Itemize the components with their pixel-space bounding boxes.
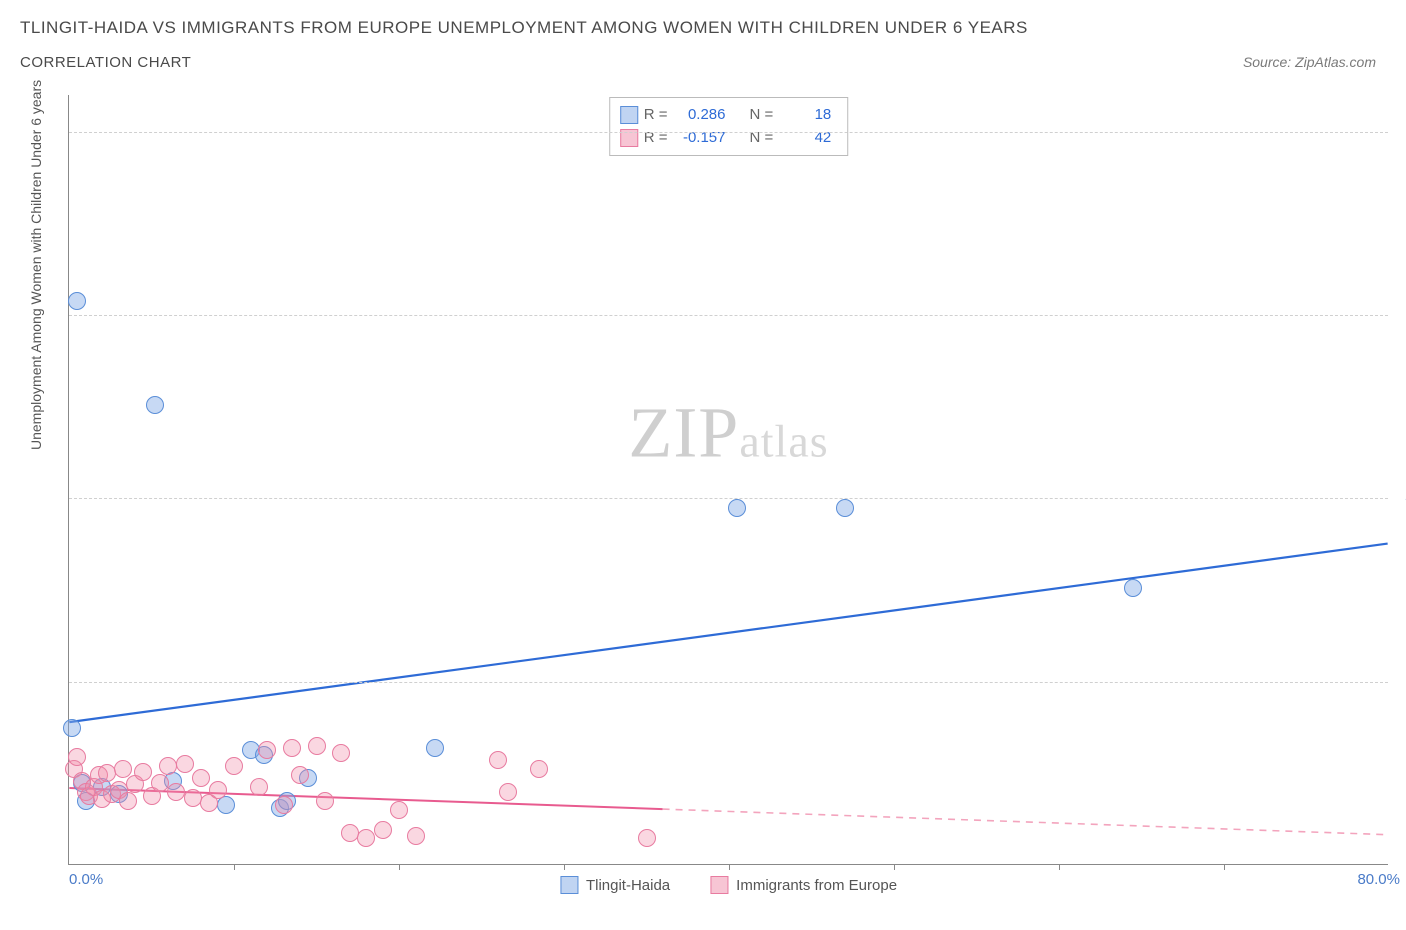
legend-swatch xyxy=(560,876,578,894)
data-point xyxy=(134,763,152,781)
r-label: R = xyxy=(644,127,668,150)
n-label: N = xyxy=(750,127,774,150)
x-tick xyxy=(564,864,565,870)
x-tick-label-max: 80.0% xyxy=(1357,871,1400,888)
x-tick-label-min: 0.0% xyxy=(69,871,103,888)
correlation-row: R = -0.157 N =42 xyxy=(620,127,832,150)
data-point xyxy=(98,764,116,782)
data-point xyxy=(192,769,210,787)
data-point xyxy=(225,757,243,775)
x-tick xyxy=(1059,864,1060,870)
data-point xyxy=(184,789,202,807)
data-point xyxy=(426,739,444,757)
r-label: R = xyxy=(644,104,668,127)
data-point xyxy=(176,755,194,773)
series-legend: Tlingit-Haida Immigrants from Europe xyxy=(560,876,897,894)
data-point xyxy=(374,821,392,839)
x-tick xyxy=(234,864,235,870)
data-point xyxy=(316,792,334,810)
watermark: ZIPatlas xyxy=(628,392,828,475)
x-tick xyxy=(1224,864,1225,870)
chart-subtitle: CORRELATION CHART xyxy=(20,54,191,71)
legend-item: Tlingit-Haida xyxy=(560,876,670,894)
data-point xyxy=(308,737,326,755)
data-point xyxy=(250,778,268,796)
gridline-h xyxy=(69,315,1388,316)
data-point xyxy=(167,783,185,801)
r-value: -0.157 xyxy=(674,127,726,150)
data-point xyxy=(283,739,301,757)
legend-label: Immigrants from Europe xyxy=(736,877,897,894)
data-point xyxy=(728,499,746,517)
title-block: TLINGIT-HAIDA VS IMMIGRANTS FROM EUROPE … xyxy=(0,0,1406,71)
data-point xyxy=(530,760,548,778)
n-value: 42 xyxy=(779,127,831,150)
data-point xyxy=(499,783,517,801)
watermark-zip: ZIP xyxy=(628,393,739,473)
data-point xyxy=(68,748,86,766)
data-point xyxy=(159,757,177,775)
chart-container: Unemployment Among Women with Children U… xyxy=(20,95,1390,905)
chart-title: TLINGIT-HAIDA VS IMMIGRANTS FROM EUROPE … xyxy=(20,18,1386,38)
source-attribution: Source: ZipAtlas.com xyxy=(1243,54,1376,70)
data-point xyxy=(151,774,169,792)
data-point xyxy=(275,796,293,814)
x-tick xyxy=(894,864,895,870)
gridline-h xyxy=(69,132,1388,133)
legend-swatch xyxy=(620,106,638,124)
data-point xyxy=(114,760,132,778)
correlation-legend-box: R = 0.286 N =18 R = -0.157 N =42 xyxy=(609,97,849,156)
data-point xyxy=(209,781,227,799)
legend-swatch xyxy=(710,876,728,894)
n-label: N = xyxy=(750,104,774,127)
subtitle-row: CORRELATION CHART Source: ZipAtlas.com xyxy=(20,54,1386,71)
data-point xyxy=(836,499,854,517)
correlation-row: R = 0.286 N =18 xyxy=(620,104,832,127)
n-value: 18 xyxy=(779,104,831,127)
data-point xyxy=(390,801,408,819)
watermark-atlas: atlas xyxy=(739,416,828,467)
data-point xyxy=(119,792,137,810)
data-point xyxy=(68,292,86,310)
r-value: 0.286 xyxy=(674,104,726,127)
data-point xyxy=(258,741,276,759)
x-tick xyxy=(399,864,400,870)
legend-label: Tlingit-Haida xyxy=(586,877,670,894)
data-point xyxy=(341,824,359,842)
data-point xyxy=(217,796,235,814)
data-point xyxy=(291,766,309,784)
x-tick xyxy=(729,864,730,870)
data-point xyxy=(357,829,375,847)
data-point xyxy=(332,744,350,762)
data-point xyxy=(638,829,656,847)
data-point xyxy=(489,751,507,769)
data-point xyxy=(1124,579,1142,597)
data-point xyxy=(407,827,425,845)
legend-item: Immigrants from Europe xyxy=(710,876,897,894)
gridline-h xyxy=(69,498,1388,499)
data-point xyxy=(63,719,81,737)
data-point xyxy=(146,396,164,414)
y-axis-label: Unemployment Among Women with Children U… xyxy=(28,80,44,450)
gridline-h xyxy=(69,682,1388,683)
plot-area: ZIPatlas R =0.286N =18R =-0.157N =42 Tli… xyxy=(68,95,1388,865)
